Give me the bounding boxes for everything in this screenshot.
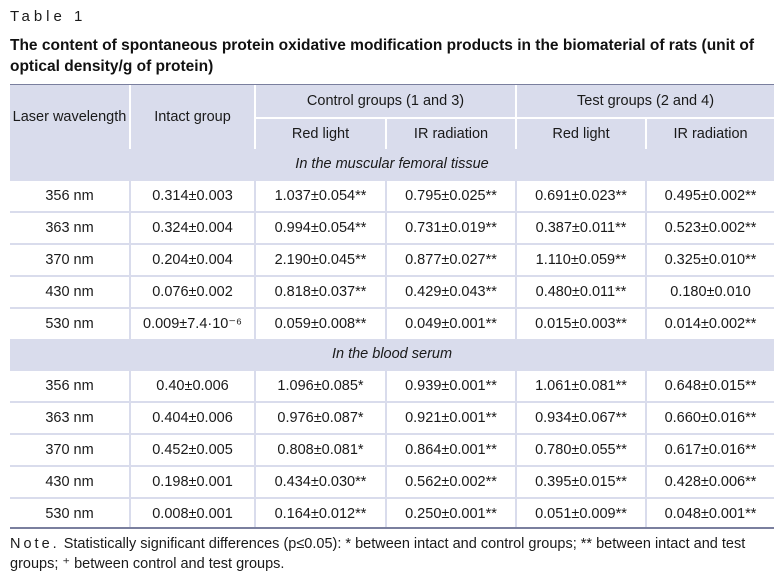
value-cell: 0.877±0.027** xyxy=(384,243,517,276)
value-cell: 0.324±0.004 xyxy=(129,211,255,244)
value-cell: 0.204±0.004 xyxy=(129,243,255,276)
wavelength-cell: 530 nm xyxy=(10,497,130,529)
table-bottom-rule xyxy=(10,527,774,529)
value-cell: 0.051±0.009** xyxy=(515,497,647,529)
value-cell: 0.015±0.003** xyxy=(515,307,647,339)
section-title: In the blood serum xyxy=(10,339,775,370)
table-row: 356 nm 0.40±0.006 1.096±0.085* 0.939±0.001*… xyxy=(10,369,775,402)
value-cell: 0.818±0.037** xyxy=(254,275,386,308)
value-cell: 0.250±0.001** xyxy=(384,497,517,529)
value-cell: 0.076±0.002 xyxy=(129,275,255,308)
header-control-groups: Control groups (1 and 3) xyxy=(253,85,517,119)
section-title: In the muscular femoral tissue xyxy=(10,149,775,180)
value-cell: 0.808±0.081* xyxy=(254,433,386,466)
table-row: 370 nm 0.204±0.004 2.190±0.045** 0.877±0.02… xyxy=(10,243,775,276)
value-cell: 0.562±0.002** xyxy=(384,465,517,498)
wavelength-cell: 430 nm xyxy=(10,465,130,498)
value-cell: 0.048±0.001** xyxy=(645,497,775,529)
wavelength-cell: 530 nm xyxy=(10,307,130,339)
value-cell: 0.994±0.054** xyxy=(254,211,386,244)
value-cell: 0.864±0.001** xyxy=(384,433,517,466)
value-cell: 0.617±0.016** xyxy=(645,433,775,466)
value-cell: 1.096±0.085* xyxy=(254,369,386,402)
value-cell: 1.061±0.081** xyxy=(515,369,647,402)
header-test-red-light: Red light xyxy=(515,118,647,149)
value-cell: 0.387±0.011** xyxy=(515,211,647,244)
wavelength-cell: 430 nm xyxy=(10,275,130,308)
value-cell: 0.014±0.002** xyxy=(645,307,775,339)
data-table: Laser wavelength Intact group Control gr… xyxy=(10,85,775,529)
value-cell: 0.480±0.011** xyxy=(515,275,647,308)
value-cell: 0.429±0.043** xyxy=(384,275,517,308)
value-cell: 0.934±0.067** xyxy=(515,401,647,434)
table-row: 356 nm 0.314±0.003 1.037±0.054** 0.795±0.02… xyxy=(10,179,775,212)
value-cell: 0.008±0.001 xyxy=(129,497,255,529)
data-table-container: Laser wavelength Intact group Control gr… xyxy=(10,85,775,529)
value-cell: 0.921±0.001** xyxy=(384,401,517,434)
value-cell: 0.691±0.023** xyxy=(515,179,647,212)
table-row: 530 nm 0.009±7.4·10⁻⁶ 0.059±0.008** 0.049±0… xyxy=(10,307,775,339)
value-cell: 0.314±0.003 xyxy=(129,179,255,212)
value-cell: 0.731±0.019** xyxy=(384,211,517,244)
value-cell: 0.976±0.087* xyxy=(254,401,386,434)
value-cell: 0.164±0.012** xyxy=(254,497,386,529)
value-cell: 0.325±0.010** xyxy=(645,243,775,276)
value-cell: 1.110±0.059** xyxy=(515,243,647,276)
value-cell: 0.395±0.015** xyxy=(515,465,647,498)
wavelength-cell: 370 nm xyxy=(10,433,130,466)
value-cell: 0.404±0.006 xyxy=(129,401,255,434)
wavelength-cell: 356 nm xyxy=(10,179,130,212)
table-row: 370 nm 0.452±0.005 0.808±0.081* 0.864±0.001… xyxy=(10,433,775,466)
value-cell: 0.434±0.030** xyxy=(254,465,386,498)
table-row: 363 nm 0.404±0.006 0.976±0.087* 0.921±0.001… xyxy=(10,401,775,434)
value-cell: 0.780±0.055** xyxy=(515,433,647,466)
value-cell: 0.428±0.006** xyxy=(645,465,775,498)
value-cell: 0.648±0.015** xyxy=(645,369,775,402)
value-cell: 0.180±0.010 xyxy=(645,275,775,308)
header-intact-group: Intact group xyxy=(129,85,255,149)
section-row: In the muscular femoral tissue xyxy=(10,149,775,180)
value-cell: 0.495±0.002** xyxy=(645,179,775,212)
wavelength-cell: 363 nm xyxy=(10,211,130,244)
header-test-ir-radiation: IR radiation xyxy=(645,118,775,149)
header-test-groups: Test groups (2 and 4) xyxy=(515,85,775,119)
table-header: Laser wavelength Intact group Control gr… xyxy=(10,85,775,149)
note-prefix: Note. xyxy=(10,536,60,552)
value-cell: 0.523±0.002** xyxy=(645,211,775,244)
note-text: Statistically significant differences (p… xyxy=(10,536,746,572)
table-label: Table 1 xyxy=(10,8,87,25)
table-note: Note. Statistically significant differen… xyxy=(10,534,778,574)
value-cell: 1.037±0.054** xyxy=(254,179,386,212)
wavelength-cell: 356 nm xyxy=(10,369,130,402)
table-body: In the muscular femoral tissue 356 nm 0.31… xyxy=(10,149,775,529)
table-row: 363 nm 0.324±0.004 0.994±0.054** 0.731±0.01… xyxy=(10,211,775,244)
value-cell: 0.059±0.008** xyxy=(254,307,386,339)
value-cell: 0.795±0.025** xyxy=(384,179,517,212)
section-row: In the blood serum xyxy=(10,339,775,370)
table-row: 530 nm 0.008±0.001 0.164±0.012** 0.250±0.00… xyxy=(10,497,775,529)
table-row: 430 nm 0.076±0.002 0.818±0.037** 0.429±0.04… xyxy=(10,275,775,308)
table-caption: The content of spontaneous protein oxida… xyxy=(10,37,755,75)
value-cell: 0.198±0.001 xyxy=(129,465,255,498)
value-cell: 0.660±0.016** xyxy=(645,401,775,434)
value-cell: 0.40±0.006 xyxy=(129,369,255,402)
value-cell: 2.190±0.045** xyxy=(254,243,386,276)
header-laser-wavelength: Laser wavelength xyxy=(10,85,130,149)
wavelength-cell: 370 nm xyxy=(10,243,130,276)
value-cell: 0.049±0.001** xyxy=(384,307,517,339)
header-control-ir-radiation: IR radiation xyxy=(384,118,517,149)
value-cell: 0.009±7.4·10⁻⁶ xyxy=(129,307,255,339)
wavelength-cell: 363 nm xyxy=(10,401,130,434)
value-cell: 0.939±0.001** xyxy=(384,369,517,402)
header-control-red-light: Red light xyxy=(254,118,386,149)
value-cell: 0.452±0.005 xyxy=(129,433,255,466)
table-row: 430 nm 0.198±0.001 0.434±0.030** 0.562±0.00… xyxy=(10,465,775,498)
